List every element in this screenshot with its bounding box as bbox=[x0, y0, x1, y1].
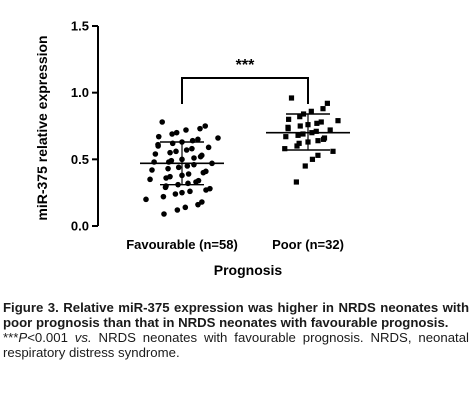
data-point bbox=[149, 167, 155, 173]
data-point bbox=[285, 126, 291, 132]
data-point bbox=[315, 138, 321, 144]
data-point bbox=[147, 176, 153, 183]
data-point bbox=[286, 116, 292, 122]
x-axis-label: Prognosis bbox=[214, 262, 283, 278]
data-point bbox=[315, 152, 321, 158]
data-point bbox=[294, 143, 300, 149]
data-point bbox=[199, 199, 205, 205]
data-point bbox=[175, 164, 182, 171]
x-category-label: Poor (n=32) bbox=[272, 237, 344, 252]
scatter-chart: miR-375 relative expression Prognosis 0.… bbox=[34, 19, 350, 278]
data-point bbox=[215, 135, 221, 141]
data-point bbox=[320, 106, 326, 112]
data-point bbox=[169, 131, 175, 137]
significance-label: *** bbox=[236, 57, 255, 74]
data-point bbox=[297, 123, 303, 129]
data-point bbox=[179, 189, 185, 196]
data-point bbox=[155, 143, 161, 149]
x-category-label: Favourable (n=58) bbox=[126, 237, 238, 252]
data-point bbox=[293, 179, 299, 185]
data-point bbox=[183, 127, 189, 133]
data-point bbox=[297, 114, 303, 120]
data-point bbox=[313, 128, 319, 134]
data-point bbox=[191, 155, 197, 161]
data-point bbox=[195, 136, 201, 143]
data-point bbox=[152, 151, 159, 157]
significance-bracket bbox=[181, 77, 309, 104]
caption-note-rest: NRDS neonates with favourable prognosis.… bbox=[3, 330, 469, 360]
data-point bbox=[335, 118, 341, 124]
data-point bbox=[189, 145, 195, 152]
caption-note-vs: vs. bbox=[74, 330, 92, 345]
data-point bbox=[308, 108, 314, 114]
data-point bbox=[203, 187, 209, 193]
data-point bbox=[314, 120, 320, 126]
data-point bbox=[143, 196, 149, 203]
data-point bbox=[173, 129, 180, 136]
data-point bbox=[193, 179, 199, 185]
data-point bbox=[159, 119, 165, 125]
data-point bbox=[172, 191, 179, 197]
data-point bbox=[300, 131, 306, 137]
caption-note: ***P<0.001 vs. NRDS neonates with favour… bbox=[3, 330, 469, 360]
data-point bbox=[288, 95, 295, 101]
data-point bbox=[184, 163, 191, 169]
data-point bbox=[200, 169, 207, 176]
data-point bbox=[162, 184, 169, 191]
caption-note-value: <0.001 bbox=[27, 330, 75, 345]
data-point bbox=[296, 140, 302, 146]
data-point bbox=[173, 148, 179, 155]
data-point bbox=[185, 171, 192, 177]
y-tick-label: 1.0 bbox=[71, 85, 89, 100]
data-point bbox=[165, 165, 171, 172]
data-point bbox=[167, 149, 173, 156]
caption-note-marker: *** bbox=[3, 330, 19, 345]
data-point bbox=[161, 211, 167, 217]
data-point bbox=[324, 100, 330, 106]
data-point bbox=[205, 144, 212, 151]
data-point bbox=[295, 132, 301, 138]
data-point bbox=[163, 175, 169, 181]
data-point bbox=[320, 136, 327, 142]
data-point bbox=[327, 127, 333, 133]
data-point bbox=[197, 153, 204, 160]
data-point bbox=[197, 125, 203, 132]
data-point bbox=[318, 119, 324, 125]
data-point bbox=[174, 207, 181, 213]
y-tick-label: 0.0 bbox=[71, 219, 89, 234]
data-point bbox=[202, 123, 209, 129]
data-point bbox=[183, 147, 190, 153]
data-point bbox=[182, 204, 189, 211]
caption-note-p: P bbox=[18, 330, 28, 345]
y-tick-label: 0.5 bbox=[71, 152, 89, 167]
data-point bbox=[155, 133, 162, 140]
data-point bbox=[302, 163, 308, 169]
y-tick-label: 1.5 bbox=[71, 19, 89, 34]
data-point bbox=[283, 134, 289, 140]
caption-main: Figure 3. Relative miR-375 expression wa… bbox=[3, 300, 469, 330]
data-point bbox=[282, 146, 288, 152]
data-point bbox=[330, 148, 336, 154]
data-point bbox=[160, 193, 167, 200]
figure-caption: Figure 3. Relative miR-375 expression wa… bbox=[3, 300, 469, 360]
y-axis-label: miR-375 relative expression bbox=[34, 35, 50, 220]
data-point bbox=[195, 201, 201, 208]
data-point bbox=[309, 156, 316, 162]
data-point bbox=[187, 188, 193, 195]
plot-area: 0.0 0.5 1.0 1.5 Favourable (n=58) Poor (n=32)… bbox=[71, 19, 350, 252]
